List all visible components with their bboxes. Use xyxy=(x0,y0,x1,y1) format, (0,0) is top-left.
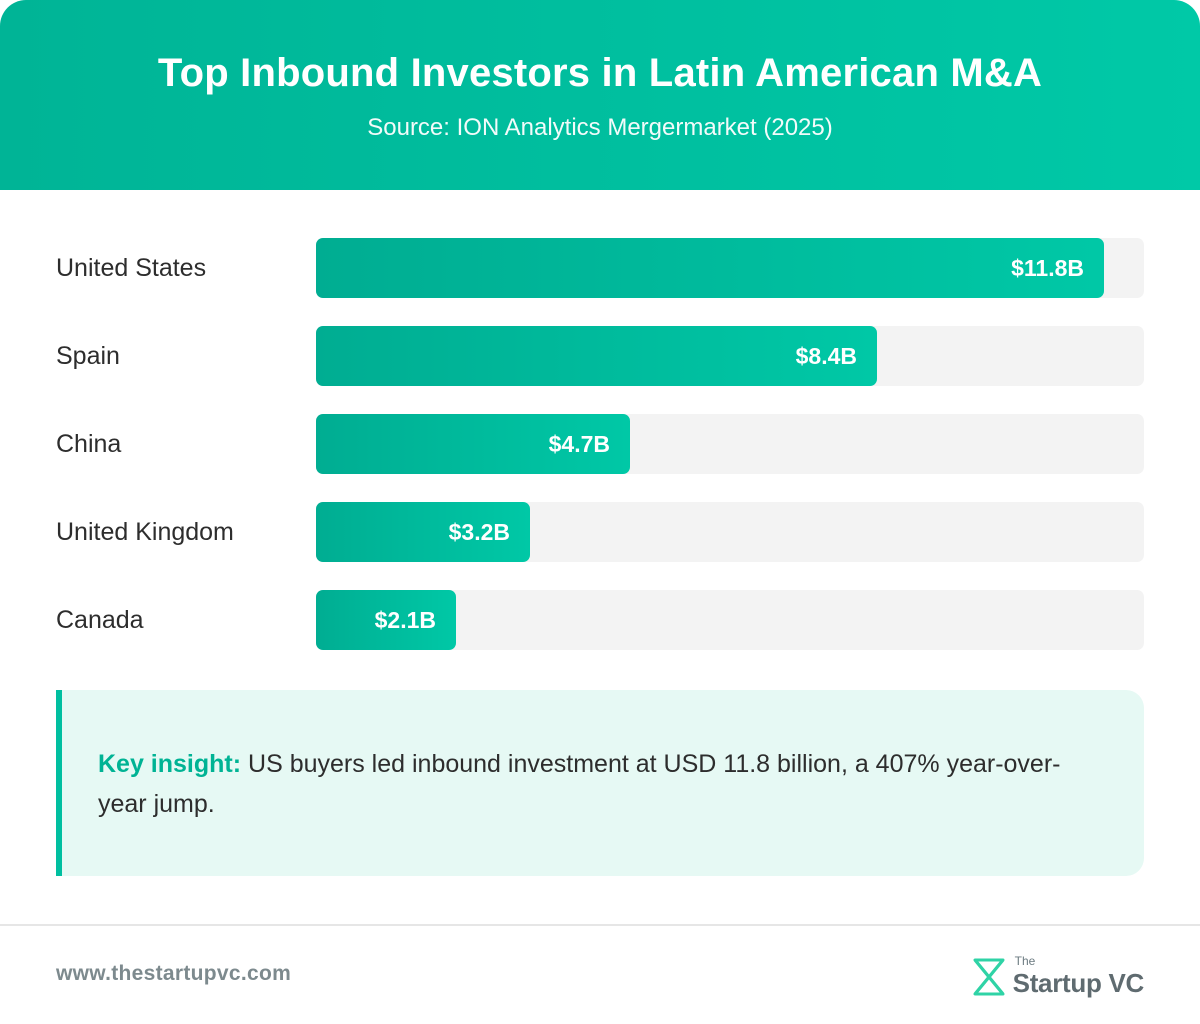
chart-subtitle: Source: ION Analytics Mergermarket (2025… xyxy=(367,114,833,141)
bar-row: Canada $2.1B xyxy=(56,590,1144,650)
startupvc-logo[interactable]: The Startup VC xyxy=(971,950,1144,998)
bar: $2.1B xyxy=(316,590,456,650)
bar-value-label: $2.1B xyxy=(374,607,436,633)
bar-row: United States $11.8B xyxy=(56,238,1144,298)
logo-name-text: Startup VC xyxy=(1012,968,1145,998)
category-label: Spain xyxy=(56,342,120,370)
bar-track: $4.7B xyxy=(316,414,1144,474)
key-insight-box: Key insight: US buyers led inbound inves… xyxy=(56,690,1144,876)
logo-the-text: The xyxy=(1014,954,1036,968)
category-label: United States xyxy=(56,254,207,282)
bar: $3.2B xyxy=(316,502,530,562)
bar-track: $8.4B xyxy=(316,326,1144,386)
header-banner: Top Inbound Investors in Latin American … xyxy=(0,0,1200,190)
bar: $8.4B xyxy=(316,326,877,386)
bar-track: $3.2B xyxy=(316,502,1144,562)
key-insight-label: Key insight: xyxy=(98,750,242,778)
bar-track: $11.8B xyxy=(316,238,1144,298)
bar-value-label: $8.4B xyxy=(795,343,857,369)
category-label: China xyxy=(56,430,122,458)
category-label: United Kingdom xyxy=(56,518,234,546)
chart-title: Top Inbound Investors in Latin American … xyxy=(157,51,1043,95)
category-label: Canada xyxy=(56,606,144,634)
bar-row: China $4.7B xyxy=(56,414,1144,474)
bar-track: $2.1B xyxy=(316,590,1144,650)
bar-value-label: $3.2B xyxy=(448,519,510,545)
startupvc-logo-icon xyxy=(973,958,1005,996)
bar-row: Spain $8.4B xyxy=(56,326,1144,386)
bar-value-label: $11.8B xyxy=(1011,255,1084,281)
footer-divider xyxy=(0,924,1200,926)
bar-row: United Kingdom $3.2B xyxy=(56,502,1144,562)
bar: $4.7B xyxy=(316,414,630,474)
key-insight-text: US buyers led inbound investment at USD … xyxy=(98,750,1061,818)
bar-value-label: $4.7B xyxy=(548,431,610,457)
website-url[interactable]: www.thestartupvc.com xyxy=(56,962,292,985)
bar: $11.8B xyxy=(316,238,1104,298)
bar-chart: United States $11.8B Spain $8.4B China $4.7B U… xyxy=(0,190,1200,680)
